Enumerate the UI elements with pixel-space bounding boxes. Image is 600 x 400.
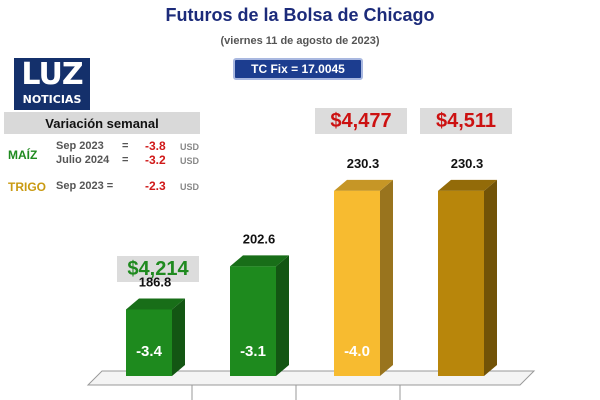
maiz-label: MAÍZ bbox=[8, 148, 38, 162]
bar-top bbox=[438, 179, 497, 191]
bar-front bbox=[438, 190, 484, 376]
logo-main-text: LUZ bbox=[21, 57, 83, 92]
bar-side bbox=[172, 298, 185, 376]
bar-value-label: 202.6 bbox=[243, 231, 276, 246]
bar-side bbox=[380, 179, 393, 376]
bar-1 bbox=[126, 298, 185, 376]
bar-inner-label: -4.0 bbox=[344, 343, 370, 360]
price-label-trigo-1: $4,477 bbox=[315, 108, 407, 134]
maiz-contract-2-unit: USD bbox=[180, 156, 200, 166]
bar-value-label: 230.3 bbox=[347, 156, 380, 171]
bar-top bbox=[126, 298, 185, 310]
bar-inner-label: -3.1 bbox=[240, 343, 266, 360]
page-title: Futuros de la Bolsa de Chicago bbox=[165, 5, 435, 25]
maiz-contract-2-name: Julio 2024 bbox=[56, 154, 110, 166]
page-subtitle: (viernes 11 de agosto de 2023) bbox=[220, 35, 380, 47]
bar-4 bbox=[438, 179, 497, 376]
bar-side bbox=[276, 255, 289, 376]
logo-sub-text: NOTICIAS bbox=[22, 93, 82, 106]
bar-front bbox=[126, 309, 172, 376]
maiz-contract-1-eq: = bbox=[122, 140, 129, 152]
luz-noticias-logo: LUZ NOTICIAS bbox=[14, 58, 90, 110]
bar-value-label: 186.8 bbox=[139, 274, 172, 289]
bar-top bbox=[334, 179, 393, 191]
trigo-label: TRIGO bbox=[8, 180, 46, 194]
bar-inner-label: -3.4 bbox=[136, 343, 163, 360]
weekly-change-title: Variación semanal bbox=[4, 112, 200, 134]
bar-value-label: 230.3 bbox=[451, 156, 484, 171]
price-label-maiz-sep-2023: $4,214 bbox=[117, 256, 199, 282]
bar-3 bbox=[334, 179, 393, 376]
trigo-contract-1-name: Sep 2023 = bbox=[56, 180, 114, 192]
bar-front bbox=[334, 190, 380, 376]
exchange-rate-badge: TC Fix = 17.0045 bbox=[233, 58, 363, 80]
trigo-contract-1-unit: USD bbox=[180, 182, 200, 192]
maiz-contract-1-unit: USD bbox=[180, 142, 200, 152]
bar-top bbox=[230, 255, 289, 267]
bar-side bbox=[484, 179, 497, 376]
maiz-contract-1-name: Sep 2023 bbox=[56, 140, 104, 152]
maiz-contract-2-change: -3.2 bbox=[145, 153, 166, 167]
chart-floor bbox=[86, 370, 536, 386]
bar-front bbox=[230, 266, 276, 376]
maiz-contract-2-eq: = bbox=[122, 154, 129, 166]
trigo-contract-1-change: -2.3 bbox=[145, 179, 166, 193]
bar-2 bbox=[230, 255, 289, 376]
maiz-contract-1-change: -3.8 bbox=[145, 139, 166, 153]
price-label-trigo-2: $4,511 bbox=[420, 108, 512, 134]
